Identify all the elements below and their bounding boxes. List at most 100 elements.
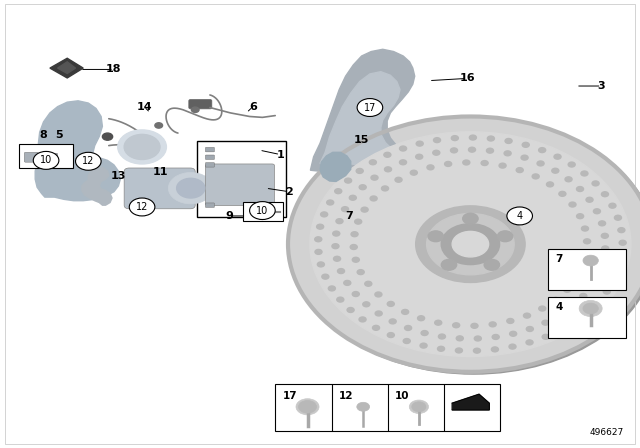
Circle shape: [584, 239, 591, 244]
Circle shape: [250, 202, 275, 220]
Text: 12: 12: [136, 202, 148, 212]
Circle shape: [577, 214, 584, 219]
Circle shape: [168, 172, 213, 204]
Circle shape: [521, 155, 528, 160]
Circle shape: [592, 181, 599, 186]
Circle shape: [595, 300, 602, 305]
Circle shape: [452, 231, 489, 257]
Text: 4: 4: [556, 302, 563, 312]
Text: 15: 15: [354, 135, 369, 145]
Circle shape: [509, 344, 516, 349]
Circle shape: [559, 191, 566, 196]
Polygon shape: [82, 167, 112, 205]
Circle shape: [410, 400, 429, 414]
Circle shape: [350, 245, 357, 250]
Circle shape: [552, 297, 559, 302]
Circle shape: [347, 307, 354, 312]
Circle shape: [452, 323, 460, 328]
Circle shape: [618, 228, 625, 233]
Text: 10: 10: [256, 206, 269, 215]
Circle shape: [433, 138, 440, 142]
Circle shape: [322, 274, 329, 279]
FancyBboxPatch shape: [19, 144, 73, 168]
Circle shape: [155, 123, 163, 128]
Text: 5: 5: [55, 130, 63, 140]
Circle shape: [505, 138, 512, 143]
Circle shape: [361, 207, 368, 212]
Circle shape: [344, 178, 351, 183]
Circle shape: [504, 151, 511, 156]
Circle shape: [568, 162, 575, 167]
Circle shape: [337, 269, 344, 274]
Circle shape: [547, 182, 554, 187]
Circle shape: [573, 276, 580, 281]
Circle shape: [335, 189, 342, 194]
Circle shape: [445, 161, 452, 166]
Circle shape: [375, 292, 382, 297]
Circle shape: [421, 331, 428, 336]
Circle shape: [468, 147, 476, 152]
Circle shape: [333, 256, 340, 261]
Circle shape: [357, 99, 383, 116]
Circle shape: [611, 277, 618, 282]
Circle shape: [326, 200, 333, 205]
Circle shape: [404, 326, 412, 331]
Text: 10: 10: [40, 155, 52, 165]
Circle shape: [492, 335, 499, 340]
Circle shape: [489, 322, 496, 327]
FancyBboxPatch shape: [24, 152, 38, 162]
Circle shape: [357, 402, 370, 411]
Circle shape: [402, 310, 409, 314]
Circle shape: [365, 281, 372, 286]
FancyBboxPatch shape: [205, 163, 214, 167]
FancyBboxPatch shape: [205, 164, 275, 206]
Circle shape: [593, 209, 600, 214]
Text: 4: 4: [516, 211, 523, 221]
Circle shape: [427, 165, 434, 170]
Circle shape: [395, 177, 402, 182]
Circle shape: [604, 289, 611, 294]
Circle shape: [614, 215, 621, 220]
Circle shape: [357, 270, 364, 275]
Circle shape: [328, 286, 335, 291]
Circle shape: [336, 219, 343, 224]
Text: 9: 9: [225, 211, 233, 221]
Circle shape: [602, 246, 609, 251]
Circle shape: [291, 119, 640, 374]
Circle shape: [371, 175, 378, 180]
Circle shape: [577, 186, 584, 191]
Circle shape: [191, 107, 199, 112]
Circle shape: [522, 142, 529, 147]
Circle shape: [415, 154, 422, 159]
Circle shape: [369, 160, 376, 165]
Circle shape: [586, 197, 593, 202]
Circle shape: [451, 136, 458, 141]
Polygon shape: [310, 49, 416, 183]
Text: 496627: 496627: [589, 428, 624, 437]
Circle shape: [333, 231, 340, 236]
Circle shape: [486, 148, 493, 153]
Circle shape: [416, 141, 423, 146]
Circle shape: [337, 297, 344, 302]
Circle shape: [317, 224, 324, 229]
Circle shape: [507, 207, 532, 225]
Circle shape: [598, 221, 605, 226]
Circle shape: [582, 226, 589, 231]
Circle shape: [554, 154, 561, 159]
Text: 8: 8: [40, 130, 47, 140]
Circle shape: [602, 233, 609, 238]
Circle shape: [487, 136, 494, 141]
Circle shape: [420, 343, 427, 348]
FancyBboxPatch shape: [124, 168, 195, 209]
Circle shape: [387, 302, 394, 306]
Circle shape: [469, 135, 476, 140]
Circle shape: [539, 148, 546, 153]
Circle shape: [317, 262, 324, 267]
Circle shape: [76, 152, 101, 170]
Circle shape: [583, 255, 598, 266]
Polygon shape: [50, 58, 83, 78]
Circle shape: [579, 264, 586, 269]
Circle shape: [403, 339, 410, 344]
Text: 10: 10: [394, 391, 409, 401]
Text: 17: 17: [364, 103, 376, 112]
